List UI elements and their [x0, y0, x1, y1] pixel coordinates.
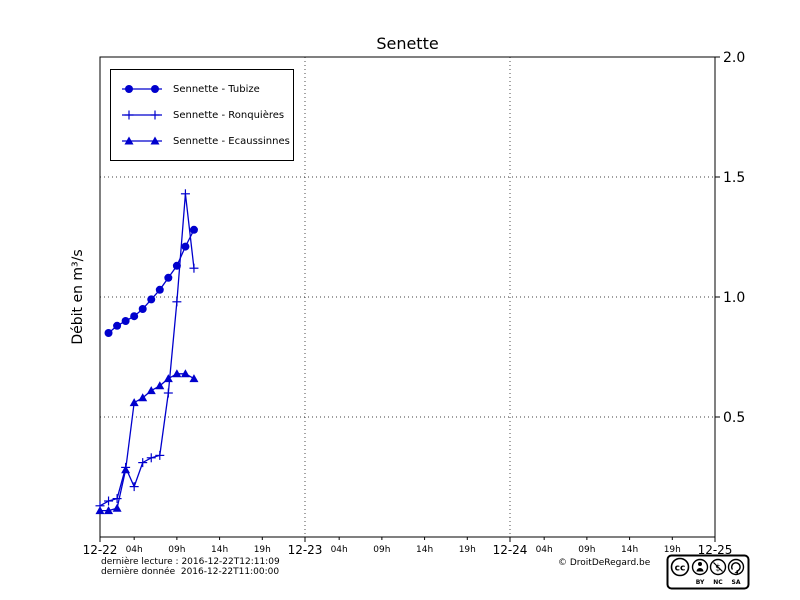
- marker-circle: [172, 261, 181, 270]
- legend-item: Sennette - Ronquières: [119, 102, 293, 128]
- series-sennette-tubize: [104, 225, 198, 337]
- x-hour-label: 04h: [126, 545, 143, 555]
- marker-triangle: [104, 506, 114, 515]
- series-line: [99, 193, 195, 507]
- sa-icon: [731, 562, 741, 572]
- nc-icon: [709, 558, 727, 576]
- x-day-label: 12-24: [493, 543, 528, 557]
- y-tick-label: 1.0: [723, 290, 745, 306]
- x-day-label: 12-22: [83, 543, 118, 557]
- legend-marker-circle: [122, 85, 162, 93]
- sa-icon: [734, 570, 739, 574]
- cc-license-badge: cc $ BY NC SA: [666, 554, 750, 590]
- x-hour-label: 14h: [621, 545, 638, 555]
- marker-triangle: [189, 374, 199, 383]
- legend-marker-plus: [122, 110, 162, 120]
- marker-circle: [125, 85, 133, 93]
- footer-last-read: dernière lecture : 2016-12-22T12:11:09: [101, 557, 280, 567]
- copyright-text: © DroitDeRegard.be: [558, 558, 651, 568]
- x-hour-label: 19h: [459, 545, 476, 555]
- marker-circle: [121, 317, 130, 325]
- marker-circle: [164, 273, 173, 282]
- marker-triangle: [180, 369, 190, 378]
- nc-icon: [713, 562, 723, 572]
- marker-circle: [181, 242, 190, 251]
- legend-item: Sennette - Ecaussinnes: [119, 128, 293, 154]
- x-hour-label: 09h: [373, 545, 390, 555]
- x-day-label: 12-25: [698, 543, 733, 557]
- by-icon: [698, 562, 702, 566]
- marker-triangle: [172, 369, 182, 378]
- legend-item: Sennette - Tubize: [119, 76, 293, 102]
- marker-triangle: [95, 506, 105, 515]
- marker-circle: [151, 85, 159, 93]
- y-tick-label: 2.0: [723, 50, 745, 66]
- badge-term-label: NC: [713, 579, 723, 586]
- marker-triangle: [155, 381, 165, 390]
- marker-triangle: [146, 386, 156, 395]
- x-hour-label: 04h: [536, 545, 553, 555]
- x-hour-label: 19h: [664, 545, 681, 555]
- x-hour-label: 09h: [168, 545, 185, 555]
- cc-logo-text: cc: [675, 564, 686, 574]
- marker-circle: [113, 321, 122, 330]
- by-icon: [696, 568, 704, 572]
- marker-circle: [147, 295, 156, 304]
- series-line: [100, 373, 195, 512]
- cc-logo-icon: [670, 557, 690, 577]
- legend: Sennette - Tubize Sennette - Ronquières Se…: [110, 69, 294, 161]
- badge-term-label: SA: [732, 579, 741, 586]
- marker-circle: [189, 225, 198, 234]
- legend-label: Sennette - Ecaussinnes: [173, 135, 290, 147]
- legend-label: Sennette - Tubize: [173, 83, 260, 95]
- x-hour-label: 19h: [254, 545, 271, 555]
- by-icon: [691, 558, 709, 576]
- marker-triangle: [163, 374, 173, 383]
- x-hour-label: 04h: [331, 545, 348, 555]
- badge-term-label: BY: [696, 579, 705, 586]
- legend-marker-triangle: [122, 136, 162, 145]
- y-tick-label: 1.5: [723, 170, 745, 186]
- x-hour-label: 09h: [578, 545, 595, 555]
- nc-icon: $: [715, 564, 721, 574]
- legend-label: Sennette - Ronquières: [173, 109, 285, 121]
- x-hour-label: 14h: [211, 545, 228, 555]
- marker-triangle: [150, 136, 160, 145]
- x-hour-label: 14h: [416, 545, 433, 555]
- marker-triangle: [138, 393, 148, 402]
- marker-circle: [130, 312, 139, 321]
- sa-icon: [727, 558, 745, 576]
- footer-last-data: dernière donnée 2016-12-22T11:00:00: [101, 567, 280, 577]
- chart-title: Senette: [376, 34, 439, 53]
- series-sennette-ronqui-res: [95, 189, 199, 511]
- marker-triangle: [129, 398, 139, 407]
- marker-circle: [155, 285, 164, 294]
- marker-circle: [138, 305, 147, 313]
- y-tick-label: 0.5: [723, 410, 745, 426]
- marker-triangle: [112, 503, 122, 512]
- marker-circle: [104, 329, 113, 337]
- series-sennette-ecaussinnes: [95, 369, 199, 515]
- marker-triangle: [121, 465, 131, 474]
- marker-triangle: [124, 136, 134, 145]
- x-day-label: 12-23: [288, 543, 323, 557]
